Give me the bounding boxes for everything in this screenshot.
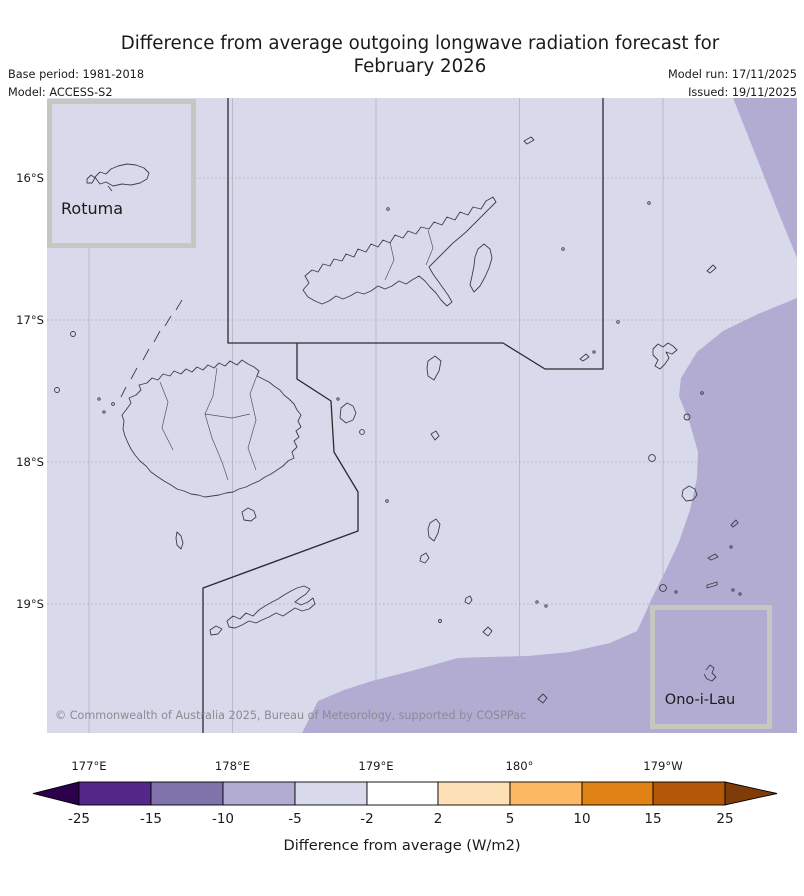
colorbar-tick-labels: -25 -15 -10 -5 -2 2 5 10 15 25 [68,811,734,827]
x-tick-177e: 177°E [71,759,106,773]
y-tick-19s: 19°S [16,597,44,611]
cb-tick: 10 [573,811,590,827]
cb-tick: 25 [716,811,733,827]
colorbar-arrow-left [32,781,80,806]
island-kadavu [226,585,316,629]
cb-tick: 15 [644,811,661,827]
model-label: Model: ACCESS-S2 [8,86,113,99]
x-tick-178e: 178°E [215,759,250,773]
base-period-label: Base period: 1981-2018 [8,68,144,81]
colorbar-seg-1 [150,781,224,806]
cb-tick: 2 [434,811,443,827]
island-viti-levu [121,359,302,498]
colorbar-seg-6 [509,781,583,806]
island-ono-i-lau [703,664,717,682]
colorbar-seg-5 [437,781,511,806]
island-rotuma [94,163,150,187]
colorbar-arrow-right [724,781,778,806]
cb-tick: 5 [506,811,515,827]
page-title-line2: February 2026 [354,56,487,77]
coastlines [54,136,742,704]
model-run-label: Model run: 17/11/2025 [668,68,797,81]
inset-rotuma: Rotuma [47,99,196,248]
inset-rotuma-label: Rotuma [61,199,123,218]
island-taveuni [469,243,493,293]
yasawa-islets [54,299,183,414]
colorbar-seg-3 [294,781,368,806]
y-tick-16s: 16°S [16,171,44,185]
inset-ono-i-lau: Ono-i-Lau [650,605,772,729]
page-title-line1: Difference from average outgoing longwav… [121,33,720,54]
x-tick-179w: 179°W [643,759,683,773]
y-axis-labels: 16°S 17°S 18°S 19°S [16,171,44,611]
x-axis-labels: 177°E 178°E 179°E 180° 179°W [71,759,683,773]
x-tick-179e: 179°E [358,759,393,773]
island-vanua-levu [302,196,497,307]
issued-label: Issued: 19/11/2025 [688,86,797,99]
inset-rotuma-fill [52,104,191,243]
inset-ono-fill [655,610,767,724]
central-islets [175,207,473,623]
colorbar-label: Difference from average (W/m2) [283,837,520,854]
cb-tick: -25 [68,811,90,827]
division-boundaries [202,98,604,733]
y-tick-18s: 18°S [16,455,44,469]
x-tick-180: 180° [506,759,534,773]
colorbar-seg-7 [581,781,654,806]
lau-islets [482,136,742,704]
colorbar-seg-8 [652,781,726,806]
colorbar: -25 -15 -10 -5 -2 2 5 10 15 25 Differenc… [32,781,778,854]
copyright-text: © Commonwealth of Australia 2025, Bureau… [55,709,526,722]
cb-tick: -5 [288,811,301,827]
colorbar-seg-4 [366,781,439,806]
cb-tick: -2 [360,811,373,827]
shade-dark-region-topright [733,98,797,258]
cb-tick: -10 [212,811,234,827]
cb-tick: -15 [140,811,162,827]
colorbar-seg-2 [222,781,296,806]
y-tick-17s: 17°S [16,313,44,327]
inset-ono-label: Ono-i-Lau [665,692,735,708]
colorbar-seg-0 [78,781,152,806]
